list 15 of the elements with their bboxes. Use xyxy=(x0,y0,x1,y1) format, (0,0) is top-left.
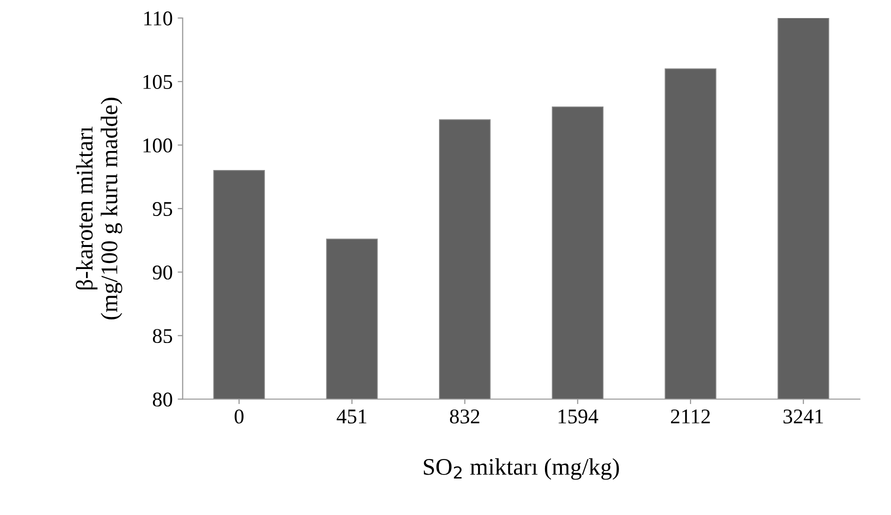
y-tick-label: 110 xyxy=(144,11,172,26)
y-axis-title: β-karoten miktarı (mg/100 g kuru madde) xyxy=(76,98,122,320)
x-axis-title: SO$_{2}$ miktarı (mg/kg) xyxy=(424,458,619,480)
y-tick-label: 80 xyxy=(152,392,172,407)
x-tick-label: 451 xyxy=(336,410,366,424)
y-tick-label: 105 xyxy=(144,74,172,89)
x-tick-label: 2112 xyxy=(670,410,710,424)
y-tick-label: 90 xyxy=(152,265,172,280)
x-tick-label: 0 xyxy=(234,409,244,424)
x-tick-label: 3241 xyxy=(784,410,823,424)
x-tick-label: 1594 xyxy=(558,410,598,424)
y-tick-label: 85 xyxy=(152,328,172,344)
y-tick-label: 100 xyxy=(144,138,172,152)
x-tick-label: 832 xyxy=(450,409,480,424)
y-tick-label: 95 xyxy=(152,202,172,216)
